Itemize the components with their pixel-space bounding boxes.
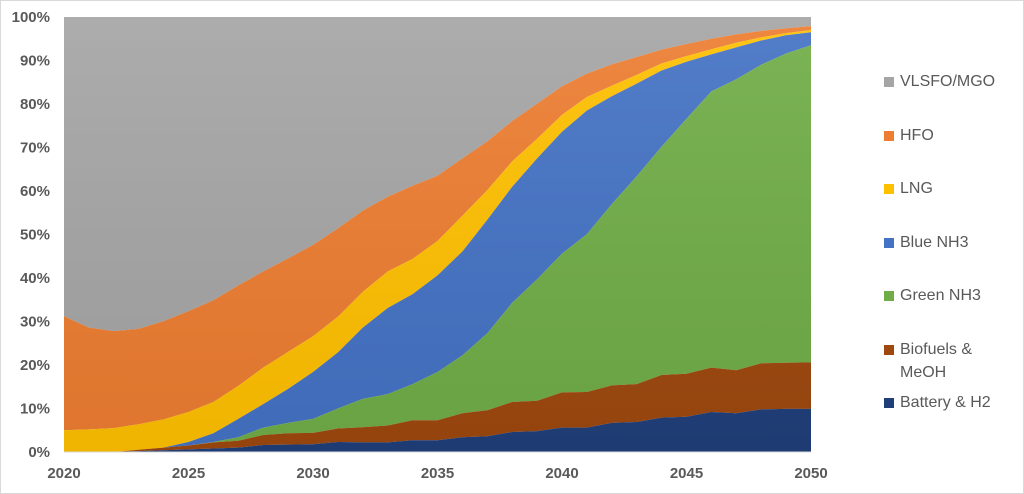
y-tick-label: 40%	[20, 270, 50, 287]
legend-item-biofuels-meoh[interactable]: Biofuels & MeOH	[884, 338, 972, 384]
y-axis: 0% 10% 20% 30% 40% 50% 60% 70% 80% 90% 100%	[12, 9, 50, 461]
y-tick-label: 80%	[20, 96, 50, 113]
plot-area	[64, 17, 811, 453]
legend-item-green-nh3[interactable]: Green NH3	[884, 284, 981, 307]
y-tick-label: 90%	[20, 53, 50, 70]
x-tick-label: 2045	[670, 465, 703, 482]
legend-swatch-icon	[884, 291, 894, 301]
legend-item-battery-h2[interactable]: Battery & H2	[884, 391, 991, 414]
x-tick-label: 2040	[545, 465, 578, 482]
legend-swatch-icon	[884, 131, 894, 141]
y-tick-label: 70%	[20, 140, 50, 157]
legend-label: HFO	[900, 127, 934, 144]
x-tick-label: 2030	[296, 465, 329, 482]
y-tick-label: 30%	[20, 314, 50, 331]
legend-swatch-icon	[884, 77, 894, 87]
legend-label: Green NH3	[900, 287, 981, 304]
y-tick-label: 0%	[28, 444, 50, 461]
legend-item-lng[interactable]: LNG	[884, 177, 933, 200]
legend-label: Blue NH3	[900, 234, 969, 251]
legend-label: Biofuels & MeOH	[900, 341, 973, 381]
x-tick-label: 2035	[421, 465, 454, 482]
legend-label: Battery & H2	[900, 394, 991, 411]
legend-swatch-icon	[884, 184, 894, 194]
x-axis: 2020 2025 2030 2035 2040 2045 2050	[47, 465, 827, 482]
x-tick-label: 2020	[47, 465, 80, 482]
plot-shading	[64, 17, 811, 452]
legend-label: VLSFO/MGO	[900, 73, 996, 90]
y-tick-label: 50%	[20, 227, 50, 244]
legend-item-blue-nh3[interactable]: Blue NH3	[884, 231, 968, 254]
legend-swatch-icon	[884, 398, 894, 408]
x-tick-label: 2025	[172, 465, 205, 482]
legend-label: LNG	[900, 180, 933, 197]
y-tick-label: 60%	[20, 183, 50, 200]
legend-swatch-icon	[884, 345, 894, 355]
y-tick-label: 100%	[12, 9, 50, 26]
legend-swatch-icon	[884, 238, 894, 248]
x-tick-label: 2050	[794, 465, 827, 482]
legend-item-vlsfo-mgo[interactable]: VLSFO/MGO	[884, 70, 995, 93]
y-tick-label: 10%	[20, 401, 50, 418]
y-tick-label: 20%	[20, 357, 50, 374]
legend-item-hfo[interactable]: HFO	[884, 124, 934, 147]
